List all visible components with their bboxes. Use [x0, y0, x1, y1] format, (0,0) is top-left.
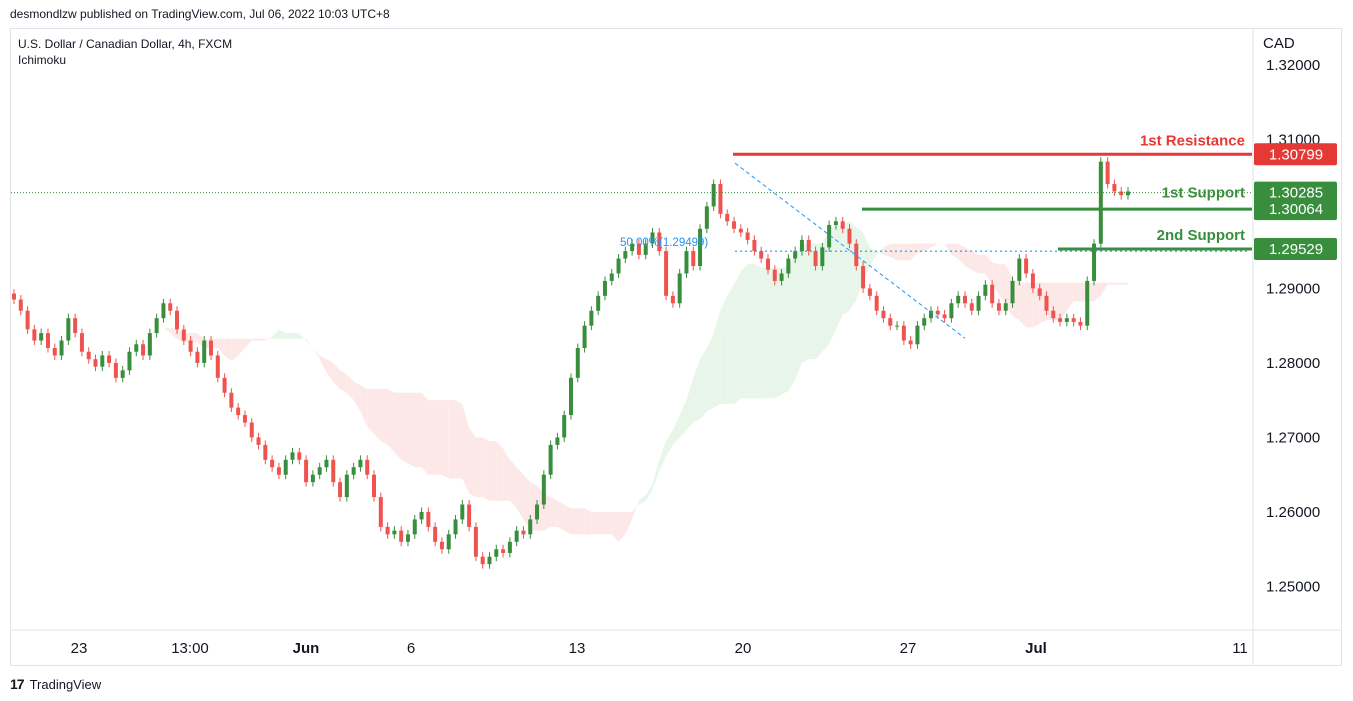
- publisher-line: desmondlzw published on TradingView.com,…: [10, 7, 390, 21]
- chart-legend: U.S. Dollar / Canadian Dollar, 4h, FXCM …: [18, 36, 232, 68]
- tradingview-logo-icon: 17: [10, 676, 25, 692]
- footer-brand-label: TradingView: [29, 676, 102, 692]
- indicator-name[interactable]: Ichimoku: [18, 53, 67, 67]
- chart-frame[interactable]: [10, 28, 1342, 666]
- symbol-line[interactable]: U.S. Dollar / Canadian Dollar, 4h, FXCM: [18, 37, 233, 51]
- footer-brand[interactable]: 17 TradingView: [10, 676, 101, 692]
